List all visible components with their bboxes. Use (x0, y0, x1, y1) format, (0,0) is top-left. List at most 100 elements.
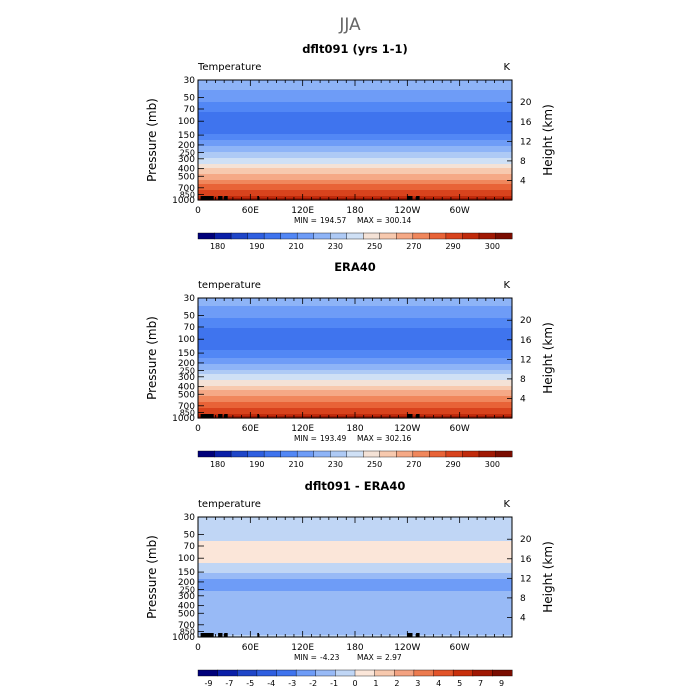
colorbar-label: 210 (288, 460, 303, 469)
stat-max-label: MAX = (357, 216, 382, 225)
field-band (198, 310, 512, 313)
x-tick-label: 120W (394, 643, 420, 653)
field-band (198, 362, 512, 365)
field-band (198, 364, 512, 367)
colorbar-swatch (263, 232, 282, 240)
field-band (198, 340, 512, 343)
colorbar-label: 210 (288, 242, 303, 251)
field-band (198, 158, 512, 161)
units-label: K (503, 280, 510, 291)
field-band (198, 346, 512, 349)
y2-tick-label: 4 (520, 613, 526, 623)
field-band (198, 378, 512, 381)
y-tick-label: 300 (178, 373, 195, 383)
field-band (198, 597, 512, 600)
field-band (198, 152, 512, 155)
terrain-block (257, 196, 259, 200)
terrain-block (218, 414, 223, 418)
field-band (198, 591, 512, 594)
colorbar-swatch (280, 450, 298, 458)
field-band (198, 92, 512, 95)
colorbar-swatch (315, 669, 336, 677)
y-tick-label: 300 (178, 592, 195, 602)
field-band (198, 619, 512, 622)
colorbar-label: 5 (457, 679, 462, 688)
stat-max-value: 302.16 (385, 434, 411, 443)
colorbar-swatch (237, 669, 258, 677)
field-band (198, 589, 512, 592)
field-band (198, 388, 512, 391)
colorbar-swatch (374, 669, 395, 677)
field-band (198, 599, 512, 602)
terrain-block (224, 196, 228, 200)
field-band (198, 380, 512, 383)
field-band (198, 154, 512, 157)
colorbar-swatch (230, 450, 249, 458)
y-tick-label: 100 (178, 335, 195, 345)
y-tick-label: 1000 (172, 414, 195, 424)
colorbar-label: 9 (499, 679, 504, 688)
field-band (198, 326, 512, 329)
y2-tick-label: 12 (520, 355, 531, 365)
terrain-block (407, 633, 413, 637)
field-band (198, 404, 512, 407)
field-band (198, 368, 512, 371)
colorbar-swatch (276, 669, 297, 677)
x-tick-label: 120E (291, 206, 314, 216)
field-band (198, 308, 512, 311)
stat-min-value: 193.49 (320, 434, 346, 443)
field-band (198, 543, 512, 546)
field-band (198, 140, 512, 143)
field-band (198, 124, 512, 127)
colorbar-label: 250 (367, 242, 382, 251)
field-band (198, 146, 512, 149)
stat-min-label: MIN = (294, 216, 317, 225)
field-band (198, 593, 512, 596)
field (198, 517, 512, 638)
colorbar-swatch (247, 450, 265, 458)
field-band (198, 88, 512, 91)
stat-min-value: -4.23 (320, 653, 340, 662)
field-band (198, 571, 512, 574)
field-band (198, 549, 512, 552)
field-band (198, 605, 512, 608)
panels: dflt091 (yrs 1-1)Temperature K0 60E 120E 180… (145, 42, 555, 688)
x-tick-label: 60E (242, 643, 259, 653)
y2-tick-label: 8 (520, 157, 526, 167)
colorbar-label: 190 (249, 460, 264, 469)
field-band (198, 114, 512, 117)
y-tick-label: 700 (178, 402, 195, 412)
y-tick-label: 850 (180, 190, 195, 199)
panel-1: dflt091 (yrs 1-1) Temperature K 0 60E 120E 180… (145, 42, 555, 251)
field-band (198, 306, 512, 309)
units-label: K (503, 62, 510, 73)
y2-tick-label: 16 (520, 336, 532, 346)
colorbar-swatch (379, 232, 397, 240)
field-band (198, 595, 512, 598)
colorbar-swatch (313, 450, 331, 458)
field-band (198, 162, 512, 165)
field-band (198, 376, 512, 379)
field-band (198, 386, 512, 389)
y-tick-label: 1000 (172, 633, 195, 643)
colorbar-swatch (433, 669, 454, 677)
colorbar-swatch (214, 232, 232, 240)
field-band (198, 585, 512, 588)
field-band (198, 130, 512, 133)
field-band (198, 314, 512, 317)
x-tick-label: 120W (394, 424, 420, 434)
colorbar-swatch (247, 232, 265, 240)
x-tick-label: 180 (346, 643, 363, 653)
field-band (198, 94, 512, 97)
field-band (198, 406, 512, 409)
field-band (198, 96, 512, 99)
terrain-block (224, 414, 228, 418)
field-band (198, 120, 512, 123)
terrain-block (416, 633, 420, 637)
field-band (198, 134, 512, 137)
field-band (198, 316, 512, 319)
stat-max-label: MAX = (357, 434, 382, 443)
colorbar-label: -3 (288, 679, 296, 688)
field-band (198, 398, 512, 401)
field-band (198, 86, 512, 89)
